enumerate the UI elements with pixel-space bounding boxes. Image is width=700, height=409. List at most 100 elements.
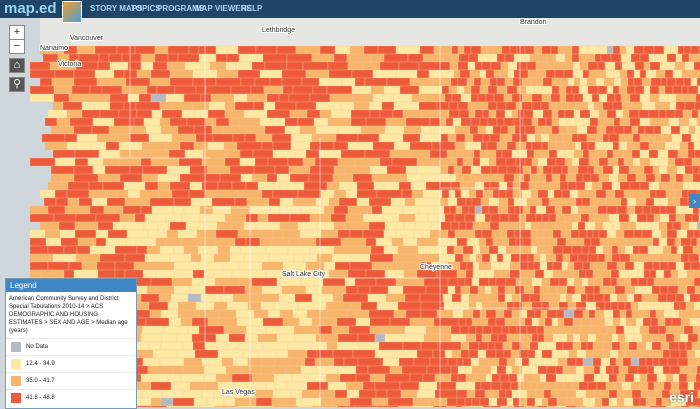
map-region xyxy=(646,253,654,263)
map-region xyxy=(543,389,552,399)
legend-label: No Data xyxy=(26,344,49,350)
map-region xyxy=(428,397,448,407)
map-region xyxy=(464,133,474,143)
map-region xyxy=(610,53,622,63)
map-region xyxy=(616,205,628,215)
map-region xyxy=(586,125,598,135)
map-region xyxy=(649,93,660,103)
map-region xyxy=(674,109,684,119)
map-region xyxy=(651,229,662,239)
map-region xyxy=(573,277,583,287)
map-region xyxy=(287,341,313,351)
map-region xyxy=(503,173,515,183)
map-region xyxy=(588,69,599,79)
home-button[interactable]: ⌂ xyxy=(9,58,25,73)
map-region xyxy=(597,205,608,215)
map-region xyxy=(205,117,217,127)
map-region xyxy=(384,333,406,343)
map-region xyxy=(523,173,531,183)
map-region xyxy=(488,357,500,367)
map-region xyxy=(497,293,506,303)
map-region xyxy=(654,133,663,143)
map-region xyxy=(509,261,521,271)
map-region xyxy=(347,269,367,279)
map-region xyxy=(593,165,604,175)
map-region xyxy=(614,61,623,71)
map-region xyxy=(669,365,681,375)
map-region xyxy=(554,205,563,215)
map-region xyxy=(29,213,55,223)
map-region xyxy=(369,165,388,175)
map-region xyxy=(39,77,53,87)
map-region xyxy=(169,77,194,87)
map-region xyxy=(598,213,610,223)
map-region xyxy=(571,45,580,55)
map-region xyxy=(487,317,497,327)
map-region xyxy=(539,253,547,263)
map-region xyxy=(447,277,459,287)
map-region xyxy=(598,45,608,55)
map-region xyxy=(535,205,547,215)
map-region xyxy=(181,109,196,119)
map-region xyxy=(578,45,590,55)
map-region xyxy=(692,245,700,255)
logo[interactable]: map.ed xyxy=(4,0,57,17)
zoom-in[interactable]: + xyxy=(9,25,25,40)
nav-item[interactable]: STORY MAPS xyxy=(90,4,143,13)
map-region xyxy=(577,205,589,215)
map-region xyxy=(313,117,329,127)
map-region xyxy=(597,149,608,159)
map-region xyxy=(696,117,700,127)
map-region xyxy=(530,245,538,255)
map-region xyxy=(284,125,301,135)
map-region xyxy=(201,389,215,399)
map-region xyxy=(619,253,631,263)
map-region xyxy=(697,357,700,367)
map-region xyxy=(545,373,557,383)
map-region xyxy=(588,45,600,55)
map-region xyxy=(595,245,604,255)
map-region xyxy=(413,357,431,367)
map-region xyxy=(236,317,251,327)
map-region xyxy=(375,389,388,399)
map-region xyxy=(189,165,208,175)
map-region xyxy=(29,261,49,271)
map-region xyxy=(416,237,439,247)
map-region xyxy=(136,69,152,79)
map-region xyxy=(499,69,509,79)
map-region xyxy=(591,93,600,103)
map-region xyxy=(583,365,595,375)
map-region xyxy=(218,309,237,319)
nav-item[interactable]: PROGRAMS xyxy=(157,4,205,13)
map-region xyxy=(675,173,684,183)
map-region xyxy=(81,101,95,111)
map-region xyxy=(192,269,205,279)
map-region xyxy=(318,389,336,399)
nav-item[interactable]: HELP xyxy=(241,4,263,13)
map-region xyxy=(657,317,666,327)
map-region xyxy=(141,173,159,183)
map-region xyxy=(534,357,543,367)
map-region xyxy=(346,309,370,319)
search-button[interactable]: ⚲ xyxy=(9,77,25,92)
map-region xyxy=(369,373,386,383)
nav-item[interactable]: MAP VIEWERS xyxy=(195,4,252,13)
map-region xyxy=(482,133,491,143)
map-region xyxy=(588,149,599,159)
map-region xyxy=(690,45,700,55)
map-region xyxy=(371,173,398,183)
map-region xyxy=(262,341,289,351)
map-region xyxy=(370,85,385,95)
nav-item[interactable]: TOPICS xyxy=(131,4,161,13)
legend-title: Legend xyxy=(6,279,136,292)
map-region xyxy=(345,381,364,391)
zoom-out[interactable]: − xyxy=(9,39,25,54)
map-region xyxy=(404,197,416,207)
map-region xyxy=(239,157,256,167)
map-region xyxy=(372,69,397,79)
map-region xyxy=(371,205,383,215)
map-region xyxy=(441,85,450,95)
panel-toggle[interactable]: › xyxy=(689,194,700,208)
map-region xyxy=(526,389,537,399)
map-region xyxy=(436,309,454,319)
